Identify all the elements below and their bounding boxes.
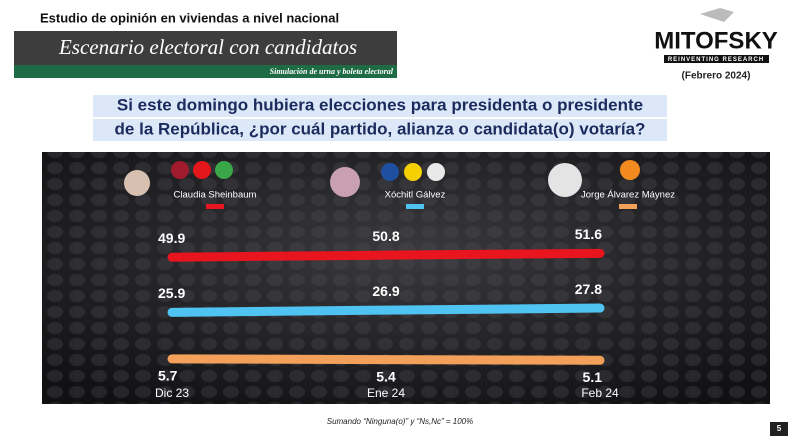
data-label: 27.8 <box>575 281 602 297</box>
x-tick-label: Ene 24 <box>367 386 405 400</box>
x-tick-label: Feb 24 <box>581 386 619 400</box>
logo-bird <box>700 8 734 22</box>
data-label: 25.9 <box>158 285 185 301</box>
tagline: REINVENTING RESEARCH <box>668 57 764 63</box>
legend-label: Jorge Álvarez Máynez <box>581 190 675 201</box>
tagline-strip <box>664 55 769 63</box>
subtitle-strip <box>14 65 397 78</box>
party-logo <box>193 161 211 179</box>
survey-label: Estudio de opinión en viviendas a nivel … <box>40 10 339 25</box>
data-label: 50.8 <box>372 228 399 244</box>
question: de la República, ¿por cuál partido, alia… <box>115 119 646 138</box>
report-date: (Febrero 2024) <box>682 71 751 82</box>
slide-title: Escenario electoral con candidatos <box>58 35 357 59</box>
data-label: 51.6 <box>575 226 602 242</box>
slide-subtitle: Simulación de urna y boleta electoral <box>270 67 394 76</box>
page-number: 5 <box>777 424 782 433</box>
x-tick-label: Dic 23 <box>155 386 189 400</box>
data-label: 5.4 <box>376 368 396 384</box>
legend-swatch <box>619 204 637 209</box>
series-line <box>167 354 605 365</box>
title-banner <box>14 31 397 65</box>
question-highlight <box>93 95 667 117</box>
brand: MITOFSKY <box>654 27 778 54</box>
party-logo <box>404 163 422 181</box>
party-logo <box>381 163 399 181</box>
question-highlight <box>93 119 667 141</box>
party-logo <box>620 160 640 180</box>
data-label: 49.9 <box>158 230 185 246</box>
footnote: Sumando “Ninguna(o)” y “Ns,Nc” = 100% <box>327 417 474 426</box>
legend-swatch <box>206 204 224 209</box>
legend-label: Xóchitl Gálvez <box>385 190 446 201</box>
candidate-photo <box>548 163 582 197</box>
party-logos <box>124 160 640 197</box>
question: Si este domingo hubiera elecciones para … <box>117 95 643 114</box>
candidate-photo <box>330 167 360 197</box>
party-logo <box>215 161 233 179</box>
legend-label: Claudia Sheinbaum <box>174 190 257 201</box>
candidate-photo <box>124 170 150 196</box>
series-line <box>167 248 605 262</box>
data-label: 5.1 <box>583 369 603 385</box>
legend-swatch <box>406 204 424 209</box>
page-number-box <box>770 422 788 436</box>
series-line <box>167 303 605 317</box>
party-logo <box>171 161 189 179</box>
party-logo <box>427 163 445 181</box>
data-label: 26.9 <box>372 283 399 299</box>
data-label: 5.7 <box>158 368 178 384</box>
